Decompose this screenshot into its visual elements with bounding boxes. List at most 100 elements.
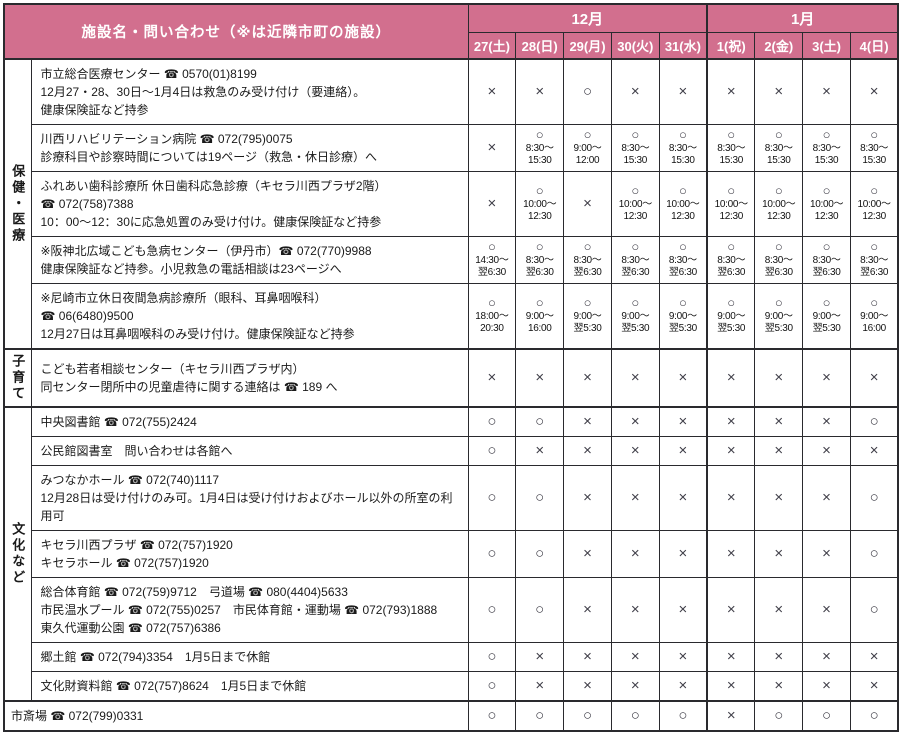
closed-mark: × xyxy=(487,139,497,156)
closed-mark: × xyxy=(822,648,831,665)
date-header: 28(日) xyxy=(515,32,565,60)
schedule-cell: × xyxy=(658,436,708,466)
schedule-cell: ○ xyxy=(467,530,517,578)
closed-mark: × xyxy=(822,369,831,386)
open-hours: 10:00～ xyxy=(523,198,557,210)
closed-mark: × xyxy=(774,677,784,694)
schedule-cell: ○ 9:00～ 翌5:30 xyxy=(754,283,804,350)
facility-cell: 市立総合医療センター ☎ 0570(01)8199 12月27・28、30日～1月… xyxy=(30,58,469,125)
open-hours: 翌5:30 xyxy=(717,323,746,335)
schedule-cell: × xyxy=(515,671,565,702)
schedule-cell: × xyxy=(754,642,804,672)
schedule-cell: ○ 9:00～ 翌5:30 xyxy=(658,283,708,350)
schedule-cell: ○ 9:00～ 16:00 xyxy=(849,283,899,350)
date-header: 31(水) xyxy=(658,32,708,60)
schedule-cell: × xyxy=(706,58,756,125)
open-mark: ○ xyxy=(678,239,687,255)
open-mark: ○ xyxy=(487,677,497,694)
closed-mark: × xyxy=(630,489,640,506)
facility-cell: 郷土館 ☎ 072(794)3354 1月5日まで休館 xyxy=(30,642,469,672)
schedule-cell: ○ xyxy=(515,577,565,643)
open-hours: 9:00～ xyxy=(525,310,554,322)
table-row: 子育て こども若者相談センター（キセラ川西プラザ内） 同センター閉所中の児童虐待に関… xyxy=(3,348,899,408)
schedule-cell: ○ 8:30～ 翌6:30 xyxy=(610,236,660,284)
table-row: ※阪神北広域こども急病センター（伊丹市）☎ 072(770)9988 健康保険証な… xyxy=(4,236,899,284)
open-hours: 翌5:30 xyxy=(621,323,650,335)
closed-mark: × xyxy=(583,369,592,386)
closed-mark: × xyxy=(869,677,879,694)
open-hours: 8:30～ xyxy=(525,142,554,154)
schedule-cell: × xyxy=(563,577,612,643)
facility-text-line: 健康保険証など持参 xyxy=(40,103,149,117)
schedule-body: 保健・医療 市立総合医療センター ☎ 0570(01)8199 12月27・28、3… xyxy=(3,58,899,732)
open-mark: ○ xyxy=(631,295,640,311)
schedule-cell: × xyxy=(802,436,851,466)
closed-mark: × xyxy=(630,369,640,386)
open-hours: 15:30 xyxy=(623,155,648,167)
date-header: 1(祝) xyxy=(706,32,756,60)
open-hours: 14:30～ xyxy=(475,254,509,266)
open-mark: ○ xyxy=(822,707,832,724)
facility-text-line: こども若者相談センター（キセラ川西プラザ内） xyxy=(40,362,305,376)
open-mark: ○ xyxy=(870,183,879,199)
facility-cell: キセラ川西プラザ ☎ 072(757)1920 キセラホール ☎ 072(757)… xyxy=(30,530,469,578)
month-header-row: 施設名・問い合わせ（※は近隣市町の施設） 12月 1月 xyxy=(3,3,899,60)
category-label: 子育て xyxy=(3,348,32,408)
open-mark: ○ xyxy=(727,239,736,255)
closed-mark: × xyxy=(583,677,592,694)
schedule-cell: × xyxy=(467,171,517,237)
facility-cell: 川西リハビリテーション病院 ☎ 072(795)0075 診療科目や診察時間につい… xyxy=(30,124,469,172)
closed-mark: × xyxy=(678,442,688,459)
schedule-cell: ○ 8:30～ 翌6:30 xyxy=(658,236,708,284)
closed-mark: × xyxy=(630,442,640,459)
table-row: ふれあい歯科診療所 休日歯科応急診療（キセラ川西プラザ2階） ☎ 072(758)… xyxy=(4,171,899,237)
schedule-cell: × xyxy=(563,530,612,578)
open-hours: 翌5:30 xyxy=(764,323,793,335)
schedule-cell: ○ 8:30～ 翌6:30 xyxy=(802,236,851,284)
schedule-cell: × xyxy=(706,406,756,437)
open-hours: 12:30 xyxy=(814,211,839,223)
closed-mark: × xyxy=(822,601,831,618)
schedule-cell: × xyxy=(849,58,899,125)
schedule-cell: × xyxy=(706,700,756,732)
closed-mark: × xyxy=(487,195,497,212)
schedule-cell: × xyxy=(658,406,708,437)
open-mark: ○ xyxy=(678,707,688,724)
facility-text-line: 中央図書館 ☎ 072(755)2424 xyxy=(40,415,197,429)
schedule-cell: × xyxy=(467,348,517,408)
table-row: みつなかホール ☎ 072(740)1117 12月28日は受け付けのみ可。1月4… xyxy=(4,465,899,531)
schedule-cell: × xyxy=(754,436,804,466)
open-mark: ○ xyxy=(774,239,783,255)
closed-mark: × xyxy=(630,83,640,100)
schedule-cell: × xyxy=(563,465,612,531)
open-hours: 8:30～ xyxy=(812,142,841,154)
facility-text-line: 診療科目や診察時間については19ページ（救急・休日診療）へ xyxy=(40,150,378,164)
open-hours: 15:30 xyxy=(527,155,552,167)
closed-mark: × xyxy=(822,489,831,506)
date-header: 2(金) xyxy=(754,32,804,60)
open-mark: ○ xyxy=(870,295,879,311)
facility-column-header: 施設名・問い合わせ（※は近隣市町の施設） xyxy=(3,3,469,60)
schedule-cell: ○ 10:00～ 12:30 xyxy=(515,171,565,237)
open-hours: 15:30 xyxy=(862,155,886,167)
schedule-cell: ○ xyxy=(563,58,612,125)
schedule-cell: ○ 10:00～ 12:30 xyxy=(802,171,851,237)
open-hours: 8:30～ xyxy=(717,142,746,154)
closed-mark: × xyxy=(726,369,736,386)
closed-mark: × xyxy=(726,413,736,430)
schedule-cell: ○ 9:00～ 16:00 xyxy=(515,283,565,350)
closed-mark: × xyxy=(822,677,831,694)
closed-mark: × xyxy=(869,83,879,100)
facility-text-line: 総合体育館 ☎ 072(759)9712 弓道場 ☎ 080(4404)5633 xyxy=(40,585,348,599)
facility-text-line: 文化財資料館 ☎ 072(757)8624 1月5日まで休館 xyxy=(40,679,307,693)
open-hours: 10:00～ xyxy=(762,198,796,210)
open-hours: 8:30～ xyxy=(812,254,841,266)
facility-cell: 市斎場 ☎ 072(799)0331 xyxy=(3,700,469,732)
schedule-cell: × xyxy=(706,436,756,466)
facility-cell: ※阪神北広域こども急病センター（伊丹市）☎ 072(770)9988 健康保険証な… xyxy=(30,236,469,284)
open-mark: ○ xyxy=(487,239,496,255)
facility-cell: 文化財資料館 ☎ 072(757)8624 1月5日まで休館 xyxy=(30,671,469,702)
open-mark: ○ xyxy=(535,127,544,143)
closed-mark: × xyxy=(726,442,736,459)
open-hours: 9:00～ xyxy=(668,310,697,322)
